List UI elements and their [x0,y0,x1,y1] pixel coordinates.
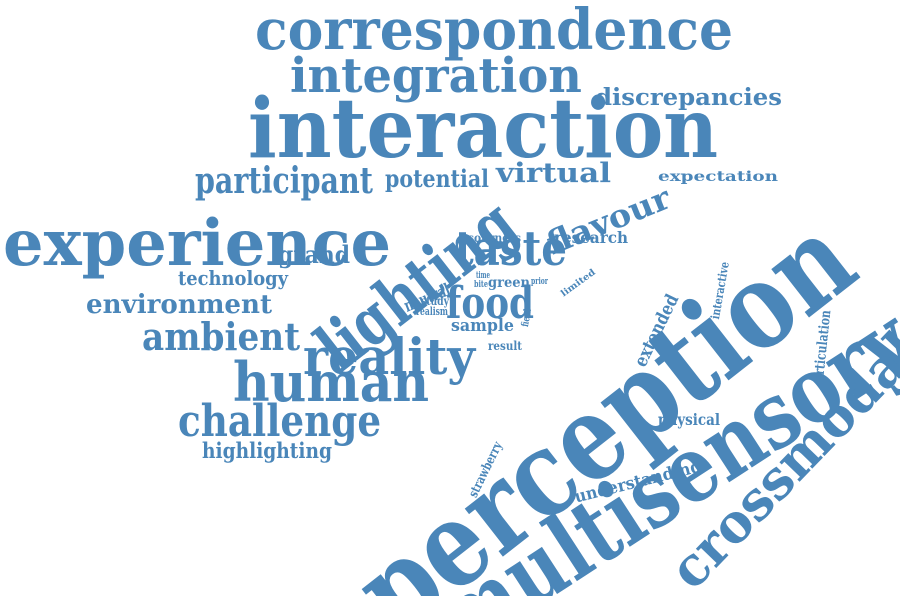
word-experience: experience [3,206,392,281]
word-technology: technology [178,266,289,290]
word-sourness: sourness [468,231,522,245]
word-grand: grand [278,240,351,269]
word-ambient: ambient [142,314,301,359]
word-sample: sample [451,316,514,336]
word-expectation: expectation [658,169,779,185]
word-realism: realism [416,305,449,318]
word-food: food [446,278,535,329]
word-integration: integration [290,48,582,104]
word-human: human [233,350,430,414]
word-study: study [421,294,449,308]
word-prior: prior [531,277,549,287]
word-discrepancies: discrepancies [595,84,782,111]
word-potential: potential [385,164,489,193]
word-result: result [488,339,523,353]
word-taste: taste [455,221,567,277]
word-correspondence: correspondence [255,0,734,63]
word-time: time [476,271,490,281]
word-physical: physical [658,410,721,429]
word-environment: environment [86,290,273,320]
word-research: research [554,228,628,247]
word-highlighting: highlighting [202,438,333,463]
word-virtual: virtual [496,158,612,189]
word-interaction: interaction [248,81,719,177]
word-participant: participant [195,160,373,202]
word-green: green [488,275,531,291]
word-bite: bite [474,280,489,290]
word-reality: reality [303,327,476,386]
word-challenge: challenge [178,396,382,447]
